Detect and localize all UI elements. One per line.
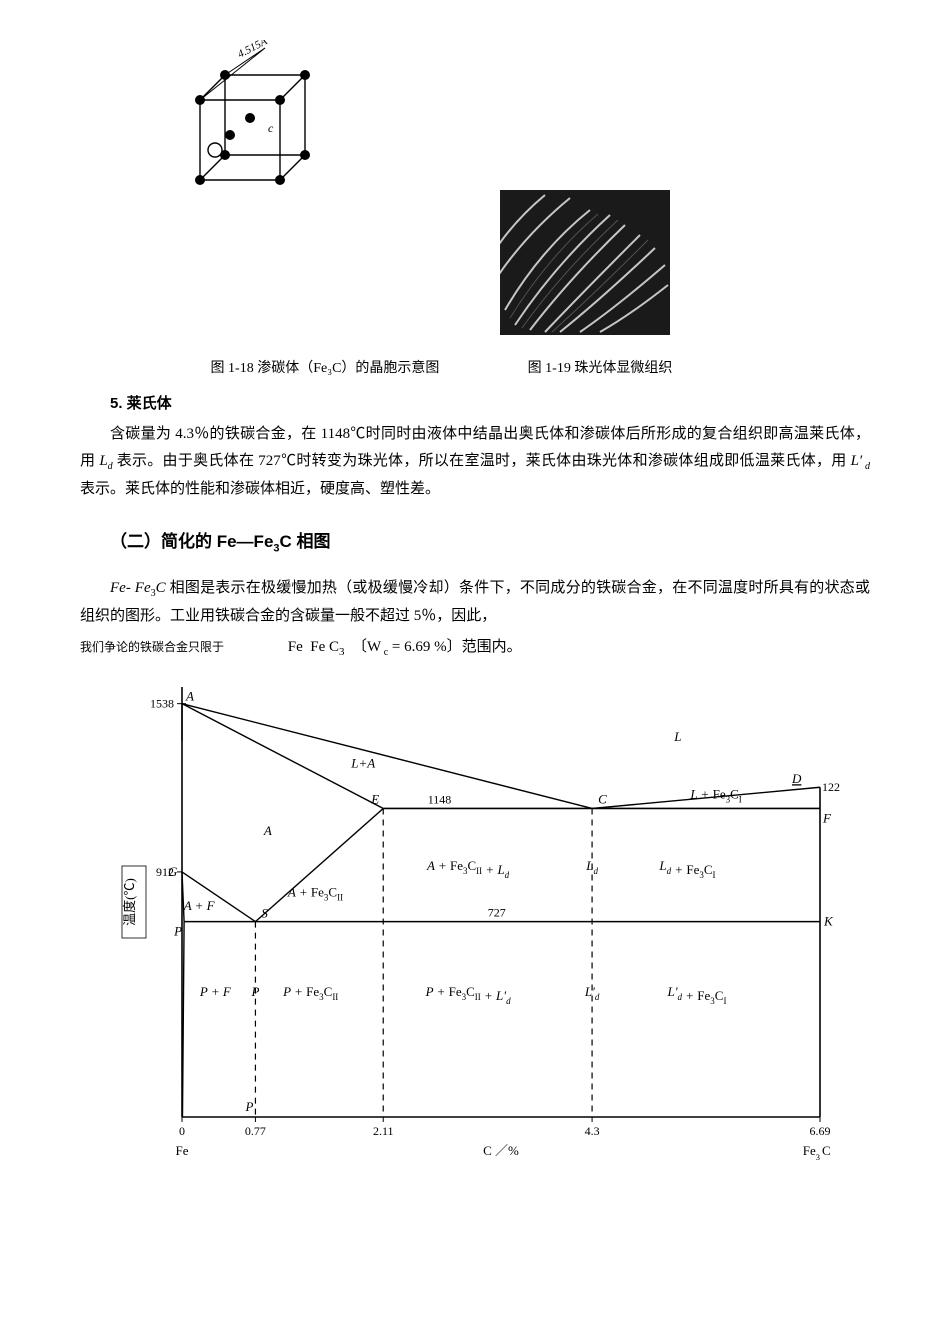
svg-text:A: A <box>185 689 194 704</box>
svg-text:K: K <box>823 914 834 929</box>
svg-text:L: L <box>673 729 681 744</box>
figure-1-19 <box>500 190 670 345</box>
svg-text:P: P <box>250 984 259 999</box>
svg-text:2.11: 2.11 <box>373 1124 394 1138</box>
svg-text:S: S <box>261 906 268 921</box>
svg-text:0: 0 <box>179 1124 185 1138</box>
svg-text:1538: 1538 <box>150 697 174 711</box>
svg-text:C ／%: C ／% <box>483 1143 519 1158</box>
svg-text:L'd + Fe3CI: L'd + Fe3CI <box>666 984 726 1006</box>
svg-text:6.69: 6.69 <box>810 1124 831 1138</box>
svg-text:0.77: 0.77 <box>245 1124 266 1138</box>
svg-text:F: F <box>822 810 832 825</box>
section-b-limit-line: 我们争论的铁碳合金只限于 Fe Fe C3 〔W c = 6.69 %〕范围内。 <box>80 634 870 663</box>
svg-text:A + Fe3CII + Ld: A + Fe3CII + Ld <box>426 858 510 880</box>
svg-text:A + F: A + F <box>183 898 216 913</box>
svg-text:Ld + Fe3CI: Ld + Fe3CI <box>658 858 715 880</box>
svg-text:C: C <box>822 1143 831 1158</box>
svg-text:Fe3: Fe3 <box>803 1143 820 1162</box>
svg-text:E: E <box>370 791 379 806</box>
svg-text:P + Fe3CII: P + Fe3CII <box>282 984 338 1002</box>
section-5-paragraph: 含碳量为 4.3％的铁碳合金，在 1148℃时同时由液体中结晶出奥氏体和渗碳体后… <box>80 421 870 503</box>
svg-text:A + Fe3CII: A + Fe3CII <box>287 885 343 903</box>
svg-text:L + Fe3CI: L + Fe3CI <box>689 787 741 805</box>
svg-text:Fe: Fe <box>176 1143 189 1158</box>
svg-text:C: C <box>598 791 607 806</box>
svg-text:P: P <box>173 924 182 939</box>
section-b-para: Fe- Fe3C 相图是表示在极缓慢加热（或极缓慢冷却）条件下，不同成分的铁碳合… <box>80 575 870 630</box>
figure-1-18: 4.515Å c <box>170 40 360 210</box>
svg-text:D: D <box>791 771 802 786</box>
section-5-title: 5. 莱氏体 <box>110 390 870 417</box>
svg-text:1148: 1148 <box>428 792 452 806</box>
svg-text:温度(℃): 温度(℃) <box>122 878 137 926</box>
svg-text:L+A: L+A <box>350 756 375 771</box>
svg-text:4.3: 4.3 <box>585 1124 600 1138</box>
figure-1-19-caption: 图 1-19 珠光体显微组织 <box>500 356 700 381</box>
phase-diagram-svg: 153891200.772.114.36.69温度(℃)C ／%FeFe3C11… <box>120 673 840 1173</box>
svg-text:P + F: P + F <box>199 984 232 999</box>
svg-text:Ld: Ld <box>585 858 598 876</box>
svg-text:A: A <box>263 823 272 838</box>
section-b-heading: （二）简化的 Fe—Fe3C 相图 <box>110 527 870 559</box>
svg-text:1227: 1227 <box>822 780 840 794</box>
svg-text:P: P <box>244 1099 253 1114</box>
svg-text:P + Fe3CII + L'd: P + Fe3CII + L'd <box>425 984 511 1006</box>
figure-1-18-caption: 图 1-18 渗碳体（Fe₃C）的晶胞示意图 <box>160 356 490 381</box>
axis-c-label: c <box>268 121 274 135</box>
phase-diagram-figure: 153891200.772.114.36.69温度(℃)C ／%FeFe3C11… <box>120 673 870 1183</box>
svg-text:727: 727 <box>488 906 506 920</box>
figure-row: 4.515Å c 图 1 <box>80 40 870 380</box>
svg-text:G: G <box>168 864 178 879</box>
